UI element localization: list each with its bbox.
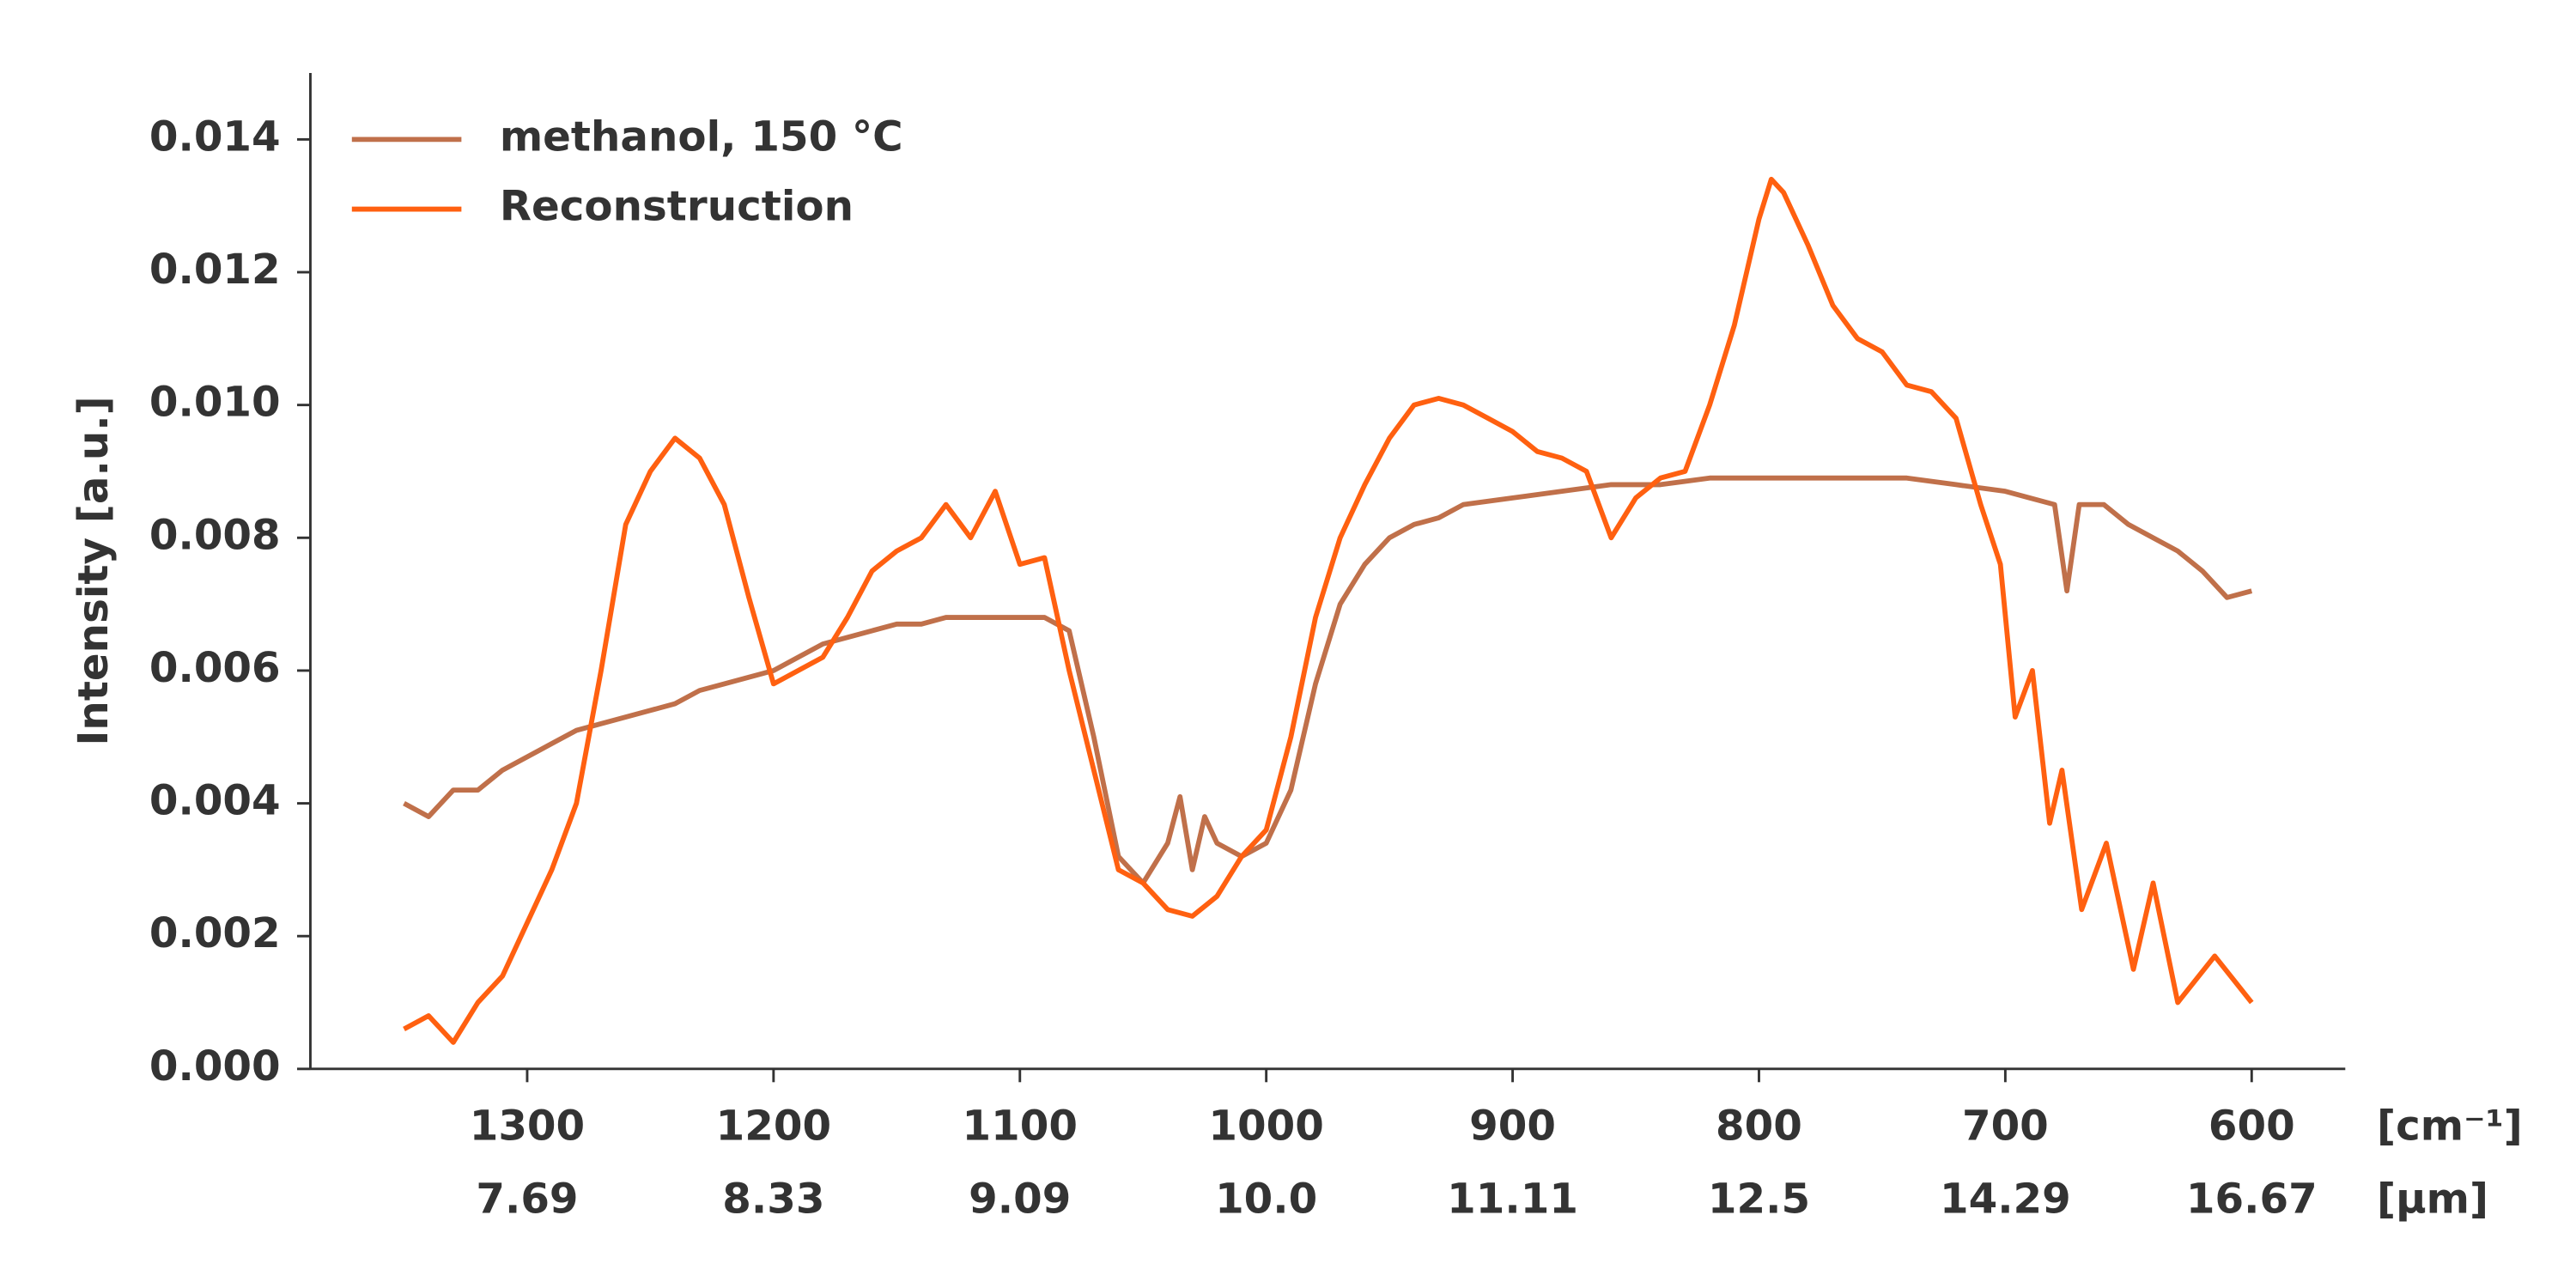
x-tick-label: 1100 — [963, 1102, 1078, 1150]
y-tick-label: 0.014 — [149, 112, 281, 161]
y-tick-label: 0.000 — [149, 1042, 281, 1091]
y-tick-label: 0.006 — [149, 644, 281, 692]
x-tick-label: 800 — [1716, 1102, 1802, 1150]
x2-tick-label: 8.33 — [722, 1175, 824, 1223]
x-tick-label: 1200 — [716, 1102, 831, 1150]
line-series — [403, 475, 2253, 886]
legend-label: methanol, 150 °C — [500, 112, 903, 161]
y-axis-label: Intensity [a.u.] — [70, 396, 118, 745]
x-tick-label: 1300 — [470, 1102, 585, 1150]
x-tick-label: 600 — [2208, 1102, 2295, 1150]
y-tick-label: 0.010 — [149, 379, 281, 427]
y-tick-label: 0.008 — [149, 511, 281, 559]
x-tick-label: 700 — [1962, 1102, 2049, 1150]
line-series — [403, 176, 2254, 1045]
x2-tick-label: 14.29 — [1940, 1175, 2071, 1223]
x2-axis-label: [µm] — [2377, 1175, 2488, 1223]
x2-tick-label: 9.09 — [969, 1175, 1071, 1223]
y-tick-label: 0.002 — [149, 909, 281, 957]
legend-label: Reconstruction — [500, 183, 854, 231]
x-tick-label: 1000 — [1208, 1102, 1323, 1150]
x-tick-label: 900 — [1469, 1102, 1556, 1150]
x2-tick-label: 12.5 — [1708, 1175, 1810, 1223]
x-axis-label: [cm⁻¹] — [2377, 1102, 2523, 1150]
y-tick-label: 0.004 — [149, 777, 281, 825]
y-tick-label: 0.012 — [149, 246, 281, 294]
x2-tick-label: 7.69 — [476, 1175, 578, 1223]
x2-tick-label: 10.0 — [1215, 1175, 1317, 1223]
x2-tick-label: 11.11 — [1447, 1175, 1578, 1223]
x2-tick-label: 16.67 — [2186, 1175, 2318, 1223]
